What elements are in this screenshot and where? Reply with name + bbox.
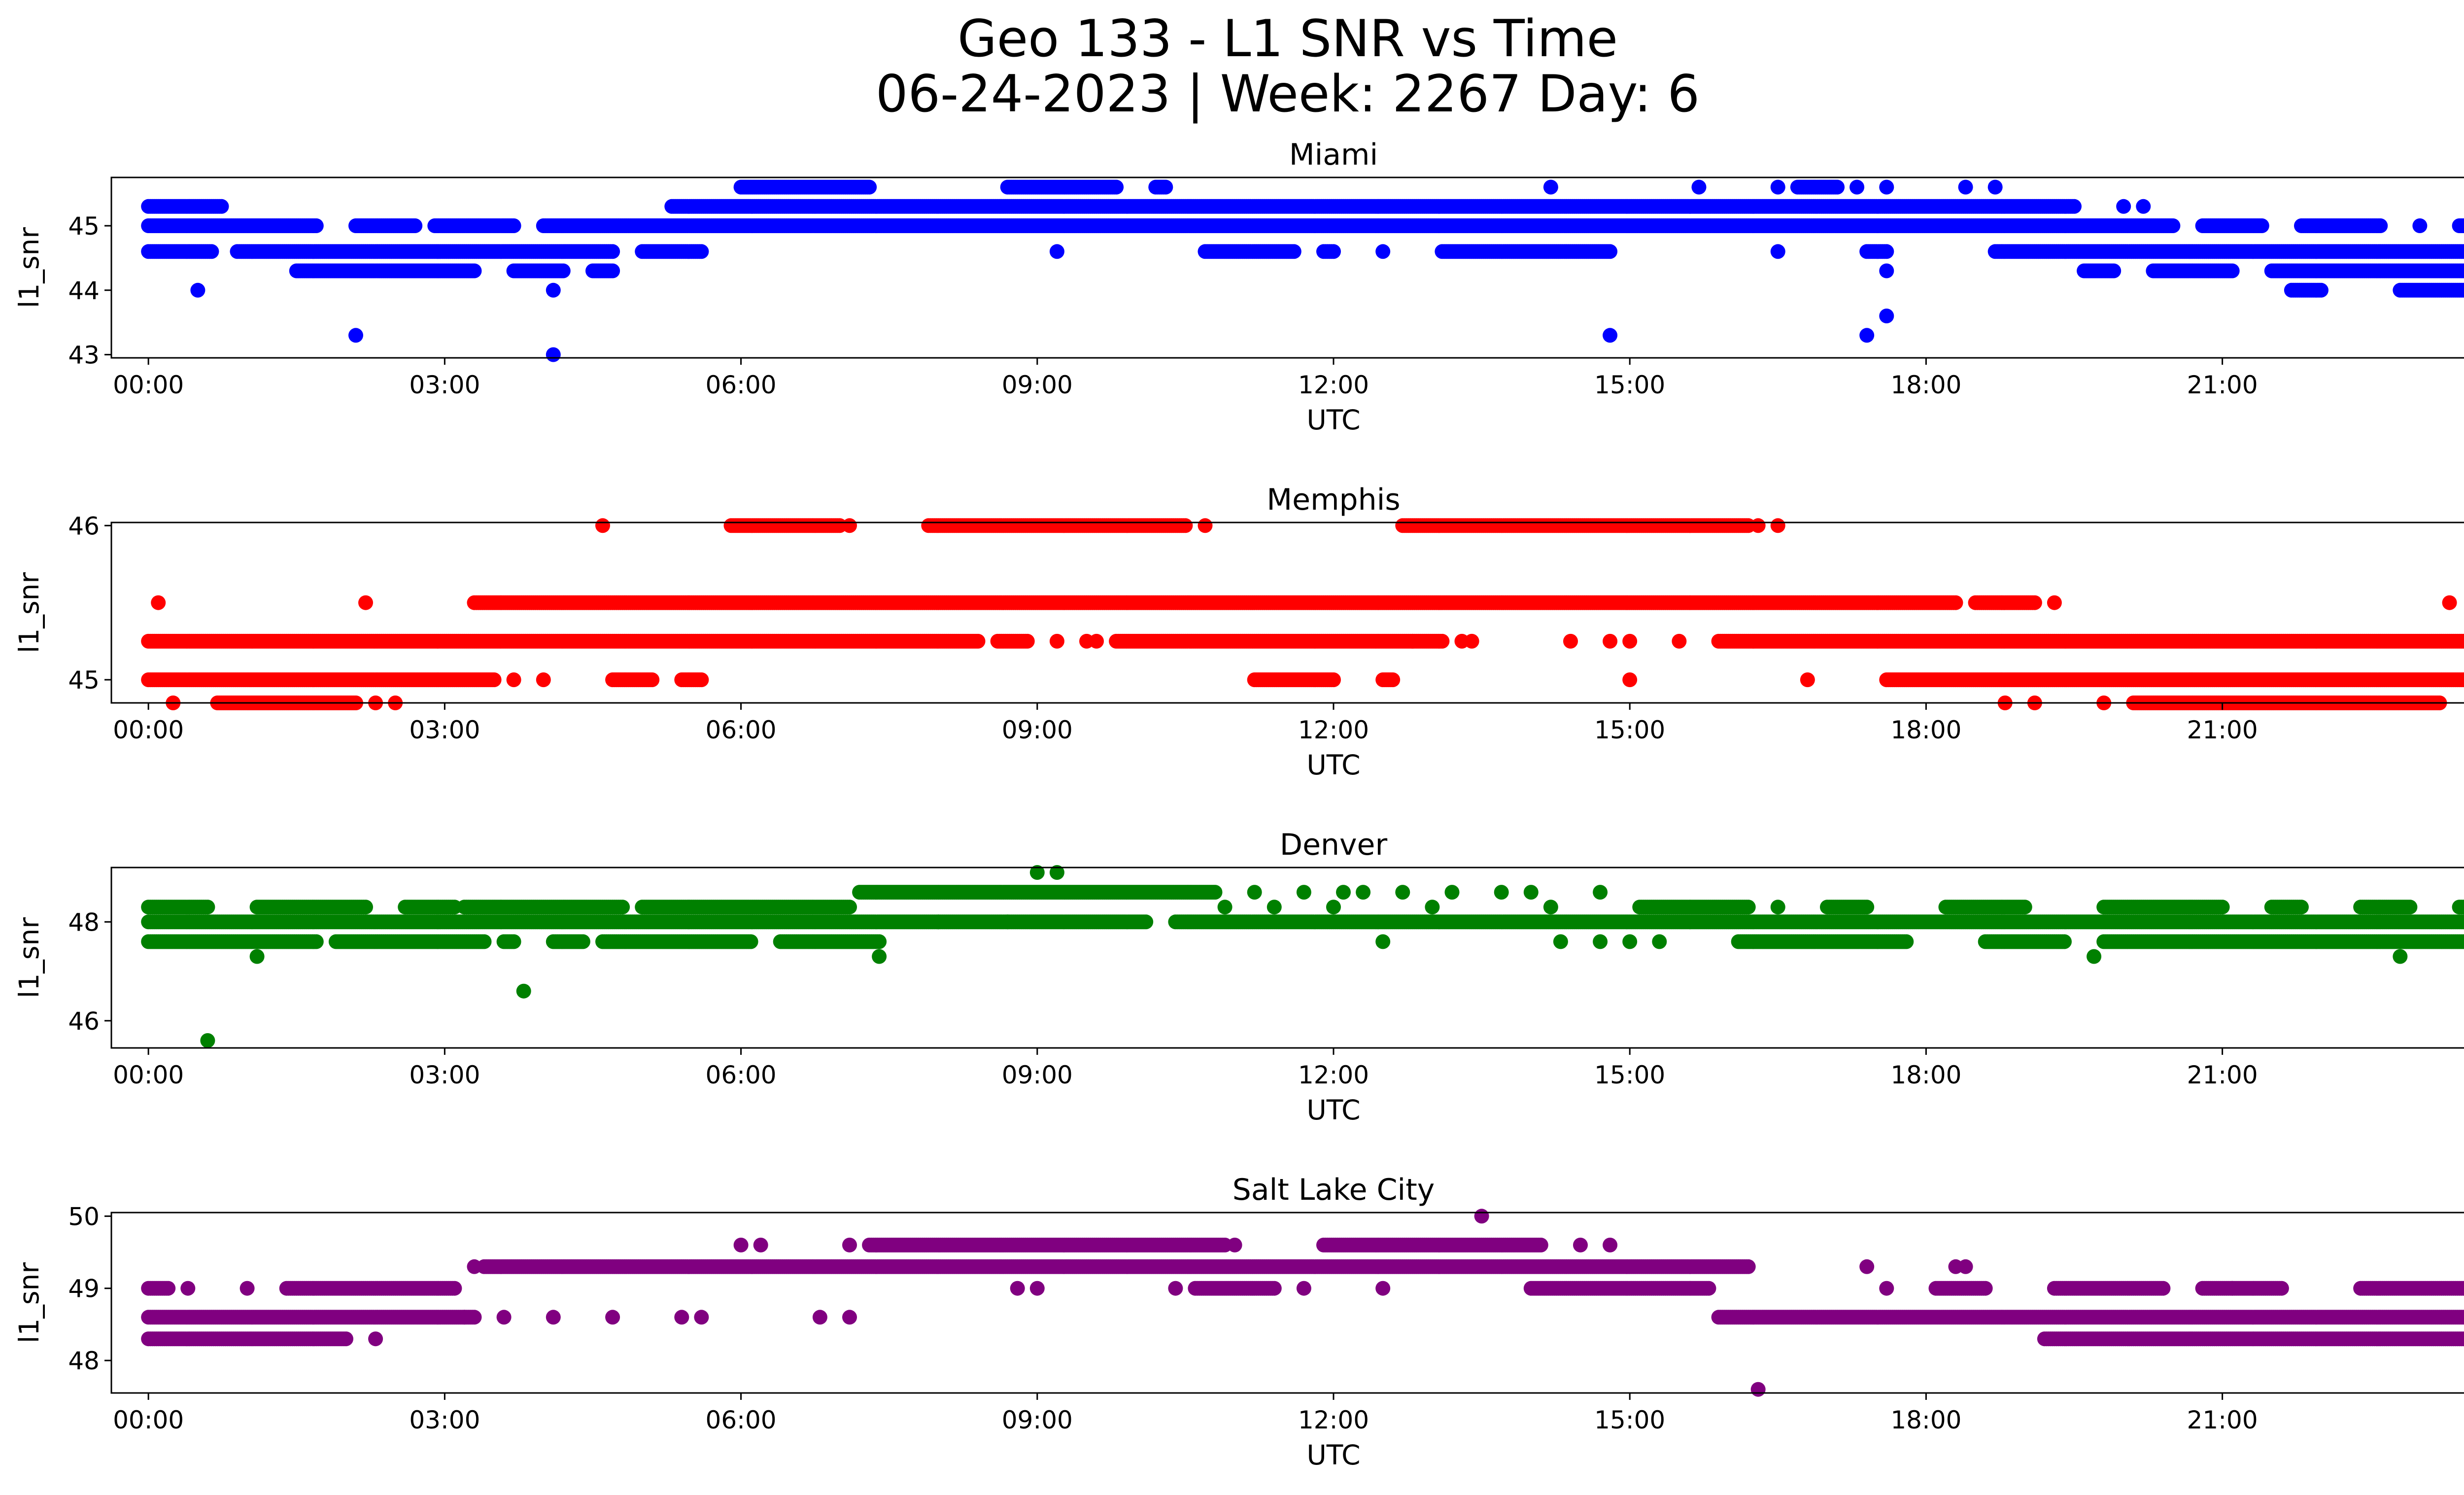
data-point [2462,265,2464,277]
data-point [467,263,482,278]
y-axis-label: l1_snr [13,227,45,308]
data-point [1879,244,1894,259]
x-axis-label: UTC [1306,404,1360,436]
data-point [1375,244,1391,259]
x-tick-label: 15:00 [1594,371,1665,399]
data-point [1958,179,1973,195]
data-point [2412,218,2428,233]
subplot-miami: Miami 00:00 03:00 06:00 09:00 12:00 15:00 18:00… [13,138,2464,436]
data-point [2462,220,2464,231]
data-point [1770,244,1785,259]
data-point [1987,179,2003,195]
data-point [1830,179,1845,195]
data-point [2254,218,2269,233]
data-point [694,244,709,259]
data-point [2027,595,2042,610]
data-point [970,633,986,649]
x-tick-label: 18:00 [1890,371,1961,399]
data-point [308,218,324,233]
data-point [204,244,219,259]
figure-subtitle: 06-24-2023 | Week: 2267 Day: 6 [875,65,1700,124]
subplot-title: Miami [1289,138,1378,172]
data-point [1020,633,1035,649]
y-tick-label: 43 [68,341,100,369]
y-tick-label: 45 [68,212,100,241]
data-point [2462,285,2464,296]
data-point [1049,244,1064,259]
data-point [506,218,521,233]
data-point [1770,179,1785,195]
y-tick-label: 44 [68,277,100,305]
data-point [2462,636,2464,647]
data-point [1543,179,1558,195]
data-point [546,282,561,298]
data-point [2314,282,2328,298]
data-point [862,179,877,195]
x-tick-label: 06:00 [706,371,777,399]
data-point [605,244,620,259]
data-point [2165,218,2181,233]
data-point [1603,328,1618,343]
data-point [2116,199,2131,214]
data-point [1326,244,1341,259]
data-point [1859,328,1875,343]
data-point [555,263,571,278]
data-point [408,218,423,233]
data-point [2224,263,2240,278]
data-point [1435,633,1450,649]
figure-title: Geo 133 - L1 SNR vs Time [957,9,1618,69]
data-point [1879,263,1894,278]
scatter-series [141,518,2464,710]
data-point [2106,263,2122,278]
data-point [2136,199,2151,214]
data-point [190,282,205,298]
x-tick-label: 21:00 [2187,371,2258,399]
data-point [1849,179,1865,195]
data-point [2373,218,2388,233]
data-point [605,263,620,278]
data-point [1879,309,1894,323]
data-point [1879,179,1894,195]
x-tick-label: 03:00 [409,371,480,399]
subplot-title: Memphis [1266,483,1400,517]
data-point [1109,179,1124,195]
data-point [1691,179,1707,195]
data-point [2067,199,2082,214]
scatter-series [141,179,2464,362]
x-tick-label: 00:00 [113,371,184,399]
x-tick-label: 09:00 [1002,371,1073,399]
data-point [546,347,561,362]
data-point [1286,244,1301,259]
data-point [1948,595,1963,610]
data-point [1158,179,1173,195]
x-tick-label: 12:00 [1298,371,1369,399]
data-point [348,328,363,343]
data-point [2462,246,2464,257]
data-point [1603,244,1618,259]
data-point [214,199,229,214]
